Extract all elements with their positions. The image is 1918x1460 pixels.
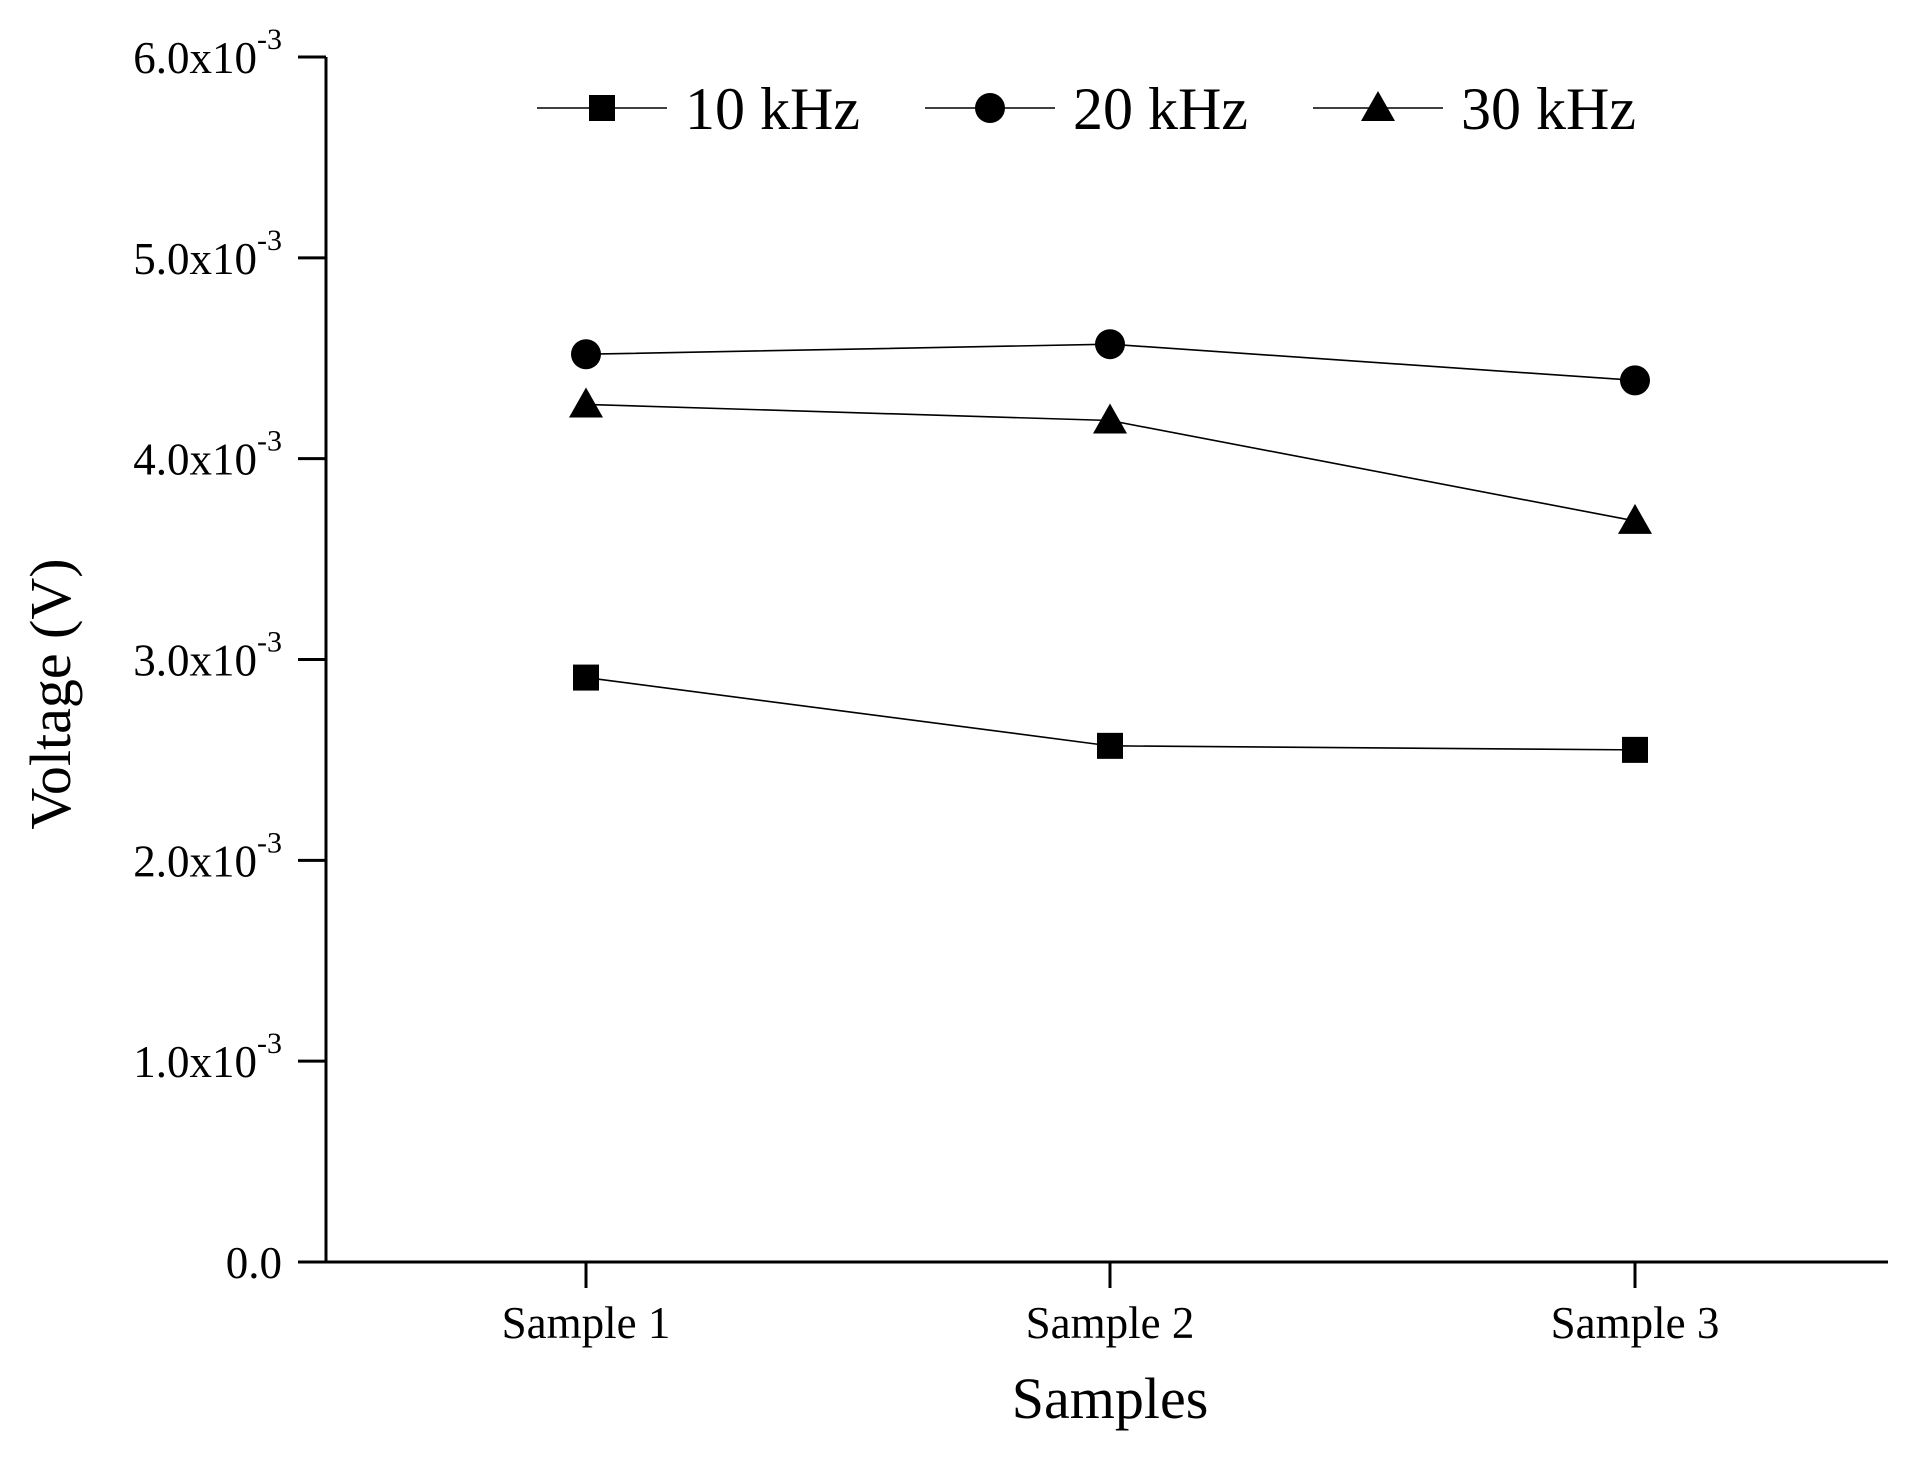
legend-item-3: 30 kHz [1313,76,1636,142]
data-point-1-1 [573,664,599,691]
y-tick-label-6: 6.0x10-3 [133,23,282,83]
legend-label-1: 10 kHz [685,76,860,142]
y-tick-label-4: 4.0x10-3 [133,425,282,485]
y-tick-label-0: 0.0 [226,1238,282,1288]
legend-item-1: 10 kHz [537,76,860,142]
legend-marker-1 [589,95,615,121]
y-tick-label-1: 1.0x10-3 [133,1027,282,1087]
data-point-2-1 [571,339,601,370]
series-30-khz [569,387,1652,534]
data-point-3-1 [569,387,603,418]
legend-label-2: 20 kHz [1073,76,1248,142]
legend-marker-3 [1361,91,1395,121]
series-20-khz [571,329,1650,396]
y-tick-label-5: 5.0x10-3 [133,224,282,284]
data-point-3-3 [1618,503,1652,534]
data-point-1-3 [1622,736,1648,763]
x-tick-label-1: Sample 1 [502,1298,671,1348]
x-tick-label-3: Sample 3 [1551,1298,1720,1348]
y-tick-label-3: 3.0x10-3 [133,626,282,686]
data-point-2-2 [1095,329,1125,360]
legend-item-2: 20 kHz [925,76,1248,142]
data-point-2-3 [1620,365,1650,396]
y-axis-title: Voltage (V) [18,558,83,829]
y-tick-label-2: 2.0x10-3 [133,826,282,886]
data-point-1-2 [1097,732,1123,759]
legend-marker-2 [975,93,1005,123]
x-axis-title: Samples [1012,1366,1209,1431]
legend-label-3: 30 kHz [1461,76,1636,142]
series-layer [569,329,1652,763]
axes: 0.0 1.0x10-3 2.0x10-3 3.0x10-3 4.0x10-3 5.0x1… [133,23,1888,1348]
data-point-3-2 [1093,403,1127,434]
x-tick-label-2: Sample 2 [1026,1298,1195,1348]
series-10-khz [573,664,1648,763]
legend: 10 kHz 20 kHz 30 kHz [537,76,1636,142]
